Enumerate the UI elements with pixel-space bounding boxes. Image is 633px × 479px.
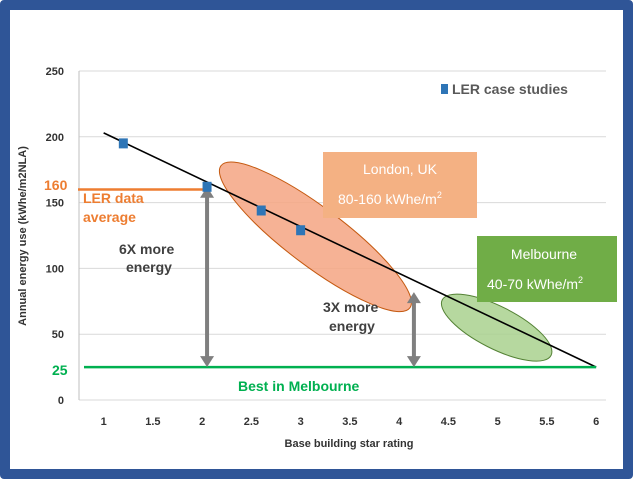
x-tick-label-3: 2.5: [244, 416, 259, 428]
london-range: 80-160 kWhe/m2: [338, 190, 442, 207]
x-tick-label-8: 5: [495, 416, 501, 428]
data-point-3: [296, 225, 306, 236]
arrow-head-down-0: [200, 356, 215, 368]
three-x-line1: 3X more: [323, 299, 378, 315]
y-tick-label-2: 100: [46, 263, 64, 275]
y-tick-label-1: 50: [52, 329, 64, 341]
best-melbourne-label: Best in Melbourne: [238, 378, 360, 394]
ler-average-line1: LER data: [83, 190, 144, 206]
x-axis-label: Base building star rating: [285, 438, 414, 450]
x-tick-label-5: 3.5: [342, 416, 357, 428]
three-x-line2: energy: [329, 318, 375, 334]
arrows: [200, 186, 421, 368]
london-title: London, UK: [363, 161, 438, 177]
six-x-line1: 6X more: [119, 241, 174, 257]
y-tick-label-3: 150: [46, 198, 64, 210]
x-tick-label-9: 5.5: [539, 416, 554, 428]
x-tick-label-0: 1: [101, 416, 107, 428]
six-x-line2: energy: [126, 259, 172, 275]
melbourne-range: 40-70 kWhe/m2: [487, 275, 583, 292]
arrow-head-up-0: [200, 186, 215, 198]
x-tick-label-2: 2: [199, 416, 205, 428]
ref-label-25: 25: [52, 362, 68, 378]
region-melbourne-ellipse: [440, 293, 553, 362]
x-tick-label-7: 4.5: [441, 416, 456, 428]
data-point-1: [202, 181, 212, 192]
y-tick-label-5: 250: [46, 66, 64, 78]
melbourne-box: [477, 236, 617, 302]
data-point-2: [256, 205, 266, 216]
legend-marker: [441, 84, 448, 94]
tick-labels: 0 50 100 150 200 250 1 1.5 2 2.5 3 3.5 4 4.5 5 5.5 6: [46, 66, 600, 428]
london-box: [323, 152, 477, 218]
y-axis-label: Annual energy use (kWhe/m2NLA): [17, 146, 29, 326]
reference-lines: [78, 132, 597, 369]
y-tick-label-0: 0: [58, 395, 64, 407]
ref-label-160: 160: [44, 177, 68, 193]
region-ellipses: [218, 161, 553, 362]
data-point-0: [118, 138, 128, 149]
legend-label: LER case studies: [452, 81, 568, 97]
arrow-head-up-1: [406, 292, 421, 304]
y-tick-label-4: 200: [46, 132, 64, 144]
data-points: [118, 138, 306, 236]
x-tick-label-4: 3: [298, 416, 304, 428]
arrow-head-down-1: [406, 356, 421, 368]
x-tick-label-10: 6: [593, 416, 599, 428]
ler-average-line2: average: [83, 209, 136, 225]
trend-line: [103, 132, 597, 368]
melbourne-title: Melbourne: [511, 246, 577, 262]
x-tick-label-1: 1.5: [145, 416, 160, 428]
x-tick-label-6: 4: [396, 416, 403, 428]
